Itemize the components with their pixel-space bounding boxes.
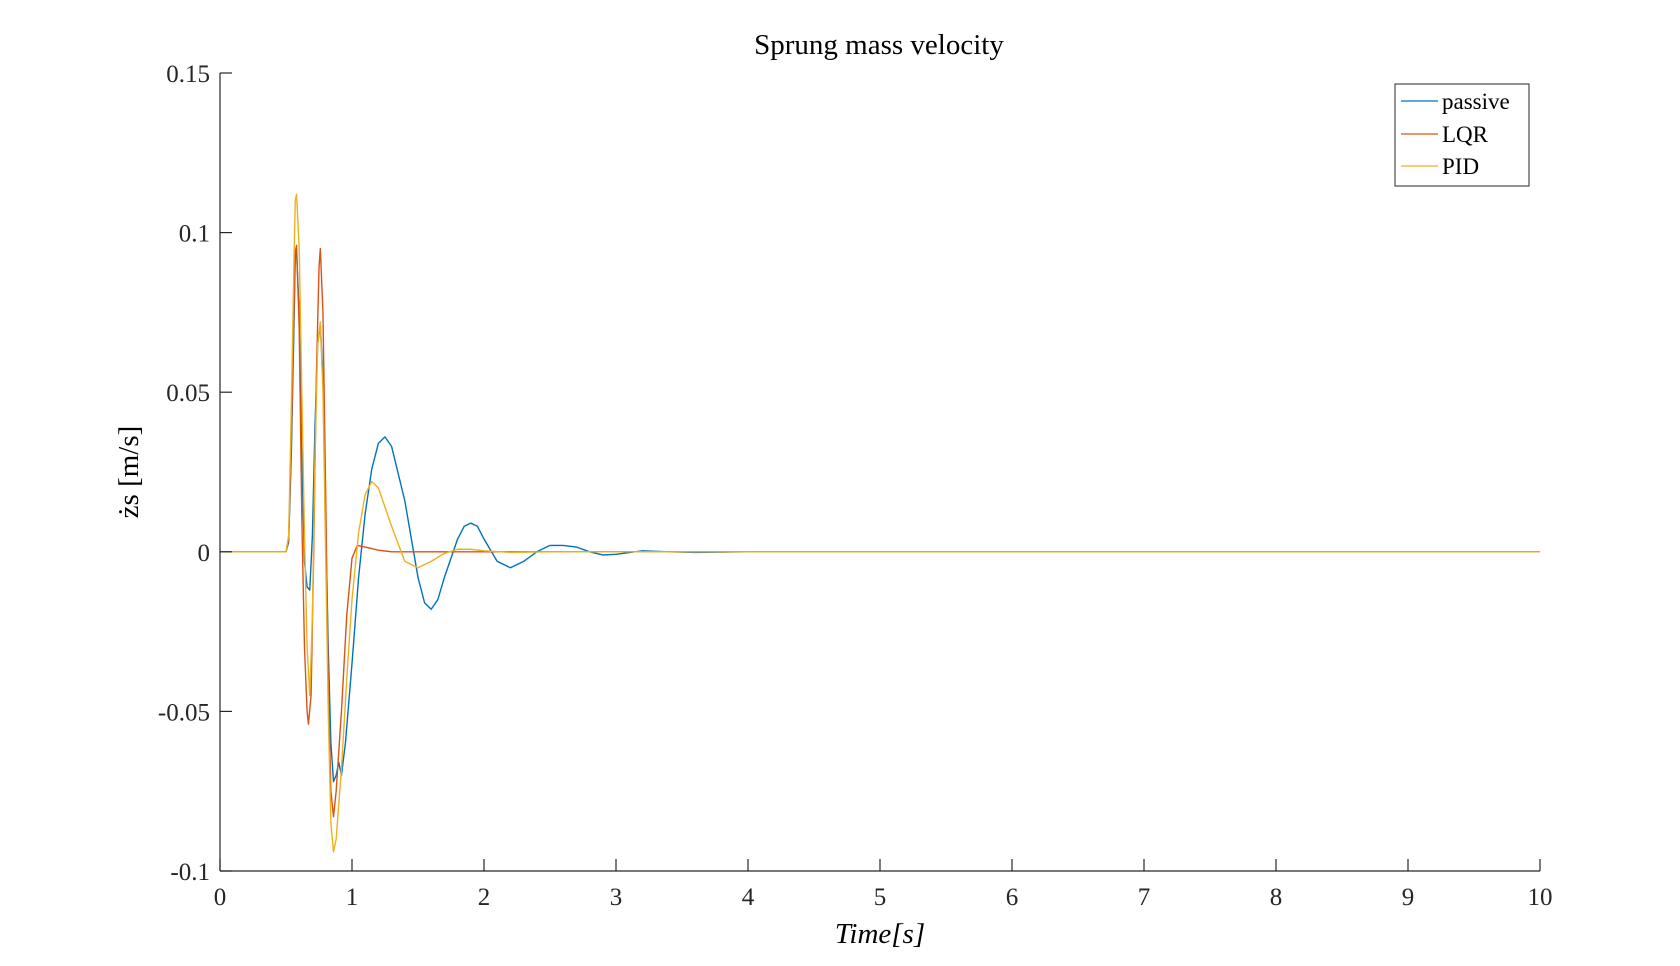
y-tick-label: -0.1 (170, 859, 210, 886)
x-tick-label: 0 (214, 884, 227, 911)
x-axis-label: Time[s] (835, 918, 925, 950)
x-tick-label: 5 (874, 884, 887, 911)
x-tick-label: 4 (742, 884, 755, 911)
y-tick-label: 0 (198, 540, 211, 567)
y-tick-label: 0.15 (166, 61, 210, 88)
legend-label-passive: passive (1442, 89, 1510, 114)
x-tick-label: 8 (1270, 884, 1283, 911)
legend-label-pid: PID (1442, 154, 1479, 179)
chart-title: Sprung mass velocity (754, 29, 1004, 61)
x-ticks: 0 1 2 3 4 5 6 7 8 9 10 (214, 859, 1553, 911)
x-tick-label: 9 (1402, 884, 1415, 911)
series-line-lqr (220, 244, 1540, 818)
x-tick-label: 1 (346, 884, 359, 911)
legend: passive LQR PID (1394, 83, 1530, 187)
y-tick-label: -0.05 (158, 699, 210, 726)
y-ticks: -0.1 -0.05 0 0.05 0.1 0.15 (158, 61, 232, 886)
plot-area (220, 193, 1540, 853)
x-tick-label: 3 (610, 884, 623, 911)
y-tick-label: 0.05 (166, 380, 210, 407)
y-axis-label: żs [m/s] (113, 426, 145, 519)
x-tick-label: 6 (1006, 884, 1019, 911)
x-tick-label: 10 (1528, 884, 1553, 911)
legend-label-lqr: LQR (1442, 122, 1489, 147)
x-tick-label: 7 (1138, 884, 1151, 911)
x-tick-label: 2 (478, 884, 491, 911)
series-line-pid (220, 193, 1540, 853)
y-tick-label: 0.1 (179, 221, 210, 248)
